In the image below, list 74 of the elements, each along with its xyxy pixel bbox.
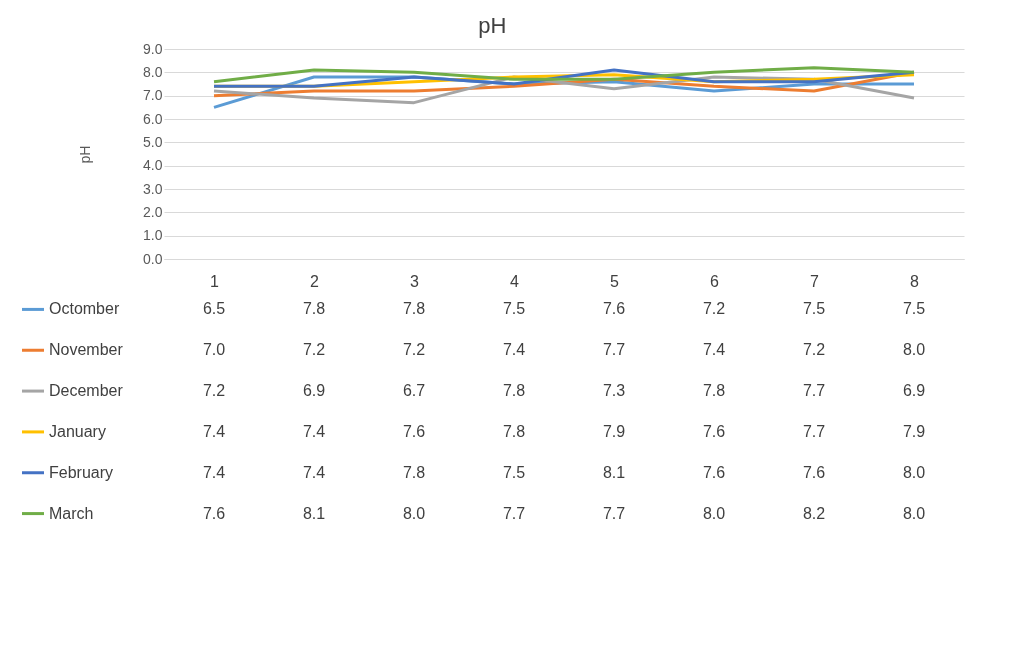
data-label: 7.7: [802, 382, 826, 400]
data-label: 7.7: [602, 504, 626, 522]
data-label: 7.2: [302, 341, 326, 359]
data-label: 7.5: [902, 300, 926, 318]
data-label: 8.2: [802, 504, 826, 522]
data-label: 7.7: [602, 341, 626, 359]
y-tick-label: 8.0: [143, 63, 163, 80]
data-label: 7.8: [402, 463, 426, 481]
y-tick-label: 4.0: [143, 157, 163, 174]
x-tick-label: 6: [710, 272, 720, 290]
data-label: 8.1: [602, 463, 626, 481]
x-tick-label: 4: [510, 272, 520, 290]
data-label: 7.4: [202, 463, 226, 481]
y-tick-label: 7.0: [143, 87, 163, 104]
legend-label: February: [49, 463, 114, 481]
data-label: 7.8: [302, 300, 326, 318]
y-tick-label: 1.0: [143, 227, 163, 244]
legend-label: March: [49, 504, 94, 522]
data-label: 8.0: [902, 463, 926, 481]
data-label: 7.4: [502, 341, 526, 359]
data-label: 7.8: [402, 300, 426, 318]
data-label: 8.0: [902, 341, 926, 359]
data-label: 7.9: [602, 422, 626, 440]
y-tick-label: 6.0: [143, 110, 163, 127]
x-tick-label: 3: [410, 272, 420, 290]
data-label: 8.0: [902, 504, 926, 522]
y-tick-label: 0.0: [143, 250, 163, 267]
data-label: 6.7: [402, 382, 426, 400]
x-tick-label: 8: [910, 272, 920, 290]
data-label: 8.1: [302, 504, 326, 522]
data-label: 7.4: [302, 463, 326, 481]
data-label: 7.6: [602, 300, 626, 318]
legend-label: Octomber: [49, 300, 120, 318]
data-label: 7.7: [802, 422, 826, 440]
y-tick-label: 2.0: [143, 203, 163, 220]
data-label: 7.0: [202, 341, 226, 359]
data-label: 7.9: [902, 422, 926, 440]
data-label: 7.2: [702, 300, 726, 318]
data-label: 7.8: [502, 382, 526, 400]
data-label: 7.2: [202, 382, 226, 400]
data-label: 7.3: [602, 382, 626, 400]
legend-label: November: [49, 341, 124, 359]
x-tick-label: 7: [810, 272, 820, 290]
data-label: 6.9: [902, 382, 926, 400]
data-label: 7.8: [702, 382, 726, 400]
x-tick-label: 5: [610, 272, 620, 290]
y-axis-title: pH: [77, 145, 94, 164]
data-label: 7.6: [702, 422, 726, 440]
data-label: 7.5: [802, 300, 826, 318]
legend-label: January: [49, 422, 106, 440]
data-label: 7.8: [502, 422, 526, 440]
x-tick-label: 1: [210, 272, 220, 290]
chart-title: pH: [478, 13, 507, 38]
data-label: 7.5: [502, 463, 526, 481]
data-label: 7.7: [502, 504, 526, 522]
data-label: 7.5: [502, 300, 526, 318]
data-label: 6.9: [302, 382, 326, 400]
y-tick-label: 5.0: [143, 133, 163, 150]
data-label: 7.6: [402, 422, 426, 440]
data-label: 7.4: [202, 422, 226, 440]
data-label: 7.6: [202, 504, 226, 522]
y-tick-label: 9.0: [143, 40, 163, 57]
data-label: 7.4: [302, 422, 326, 440]
data-label: 7.2: [402, 341, 426, 359]
data-label: 7.2: [802, 341, 826, 359]
data-label: 7.6: [802, 463, 826, 481]
y-tick-label: 3.0: [143, 180, 163, 197]
legend-label: December: [49, 382, 124, 400]
data-label: 8.0: [402, 504, 426, 522]
data-label: 8.0: [702, 504, 726, 522]
data-label: 6.5: [202, 300, 226, 318]
data-label: 7.4: [702, 341, 726, 359]
x-tick-label: 2: [310, 272, 320, 290]
data-label: 7.6: [702, 463, 726, 481]
